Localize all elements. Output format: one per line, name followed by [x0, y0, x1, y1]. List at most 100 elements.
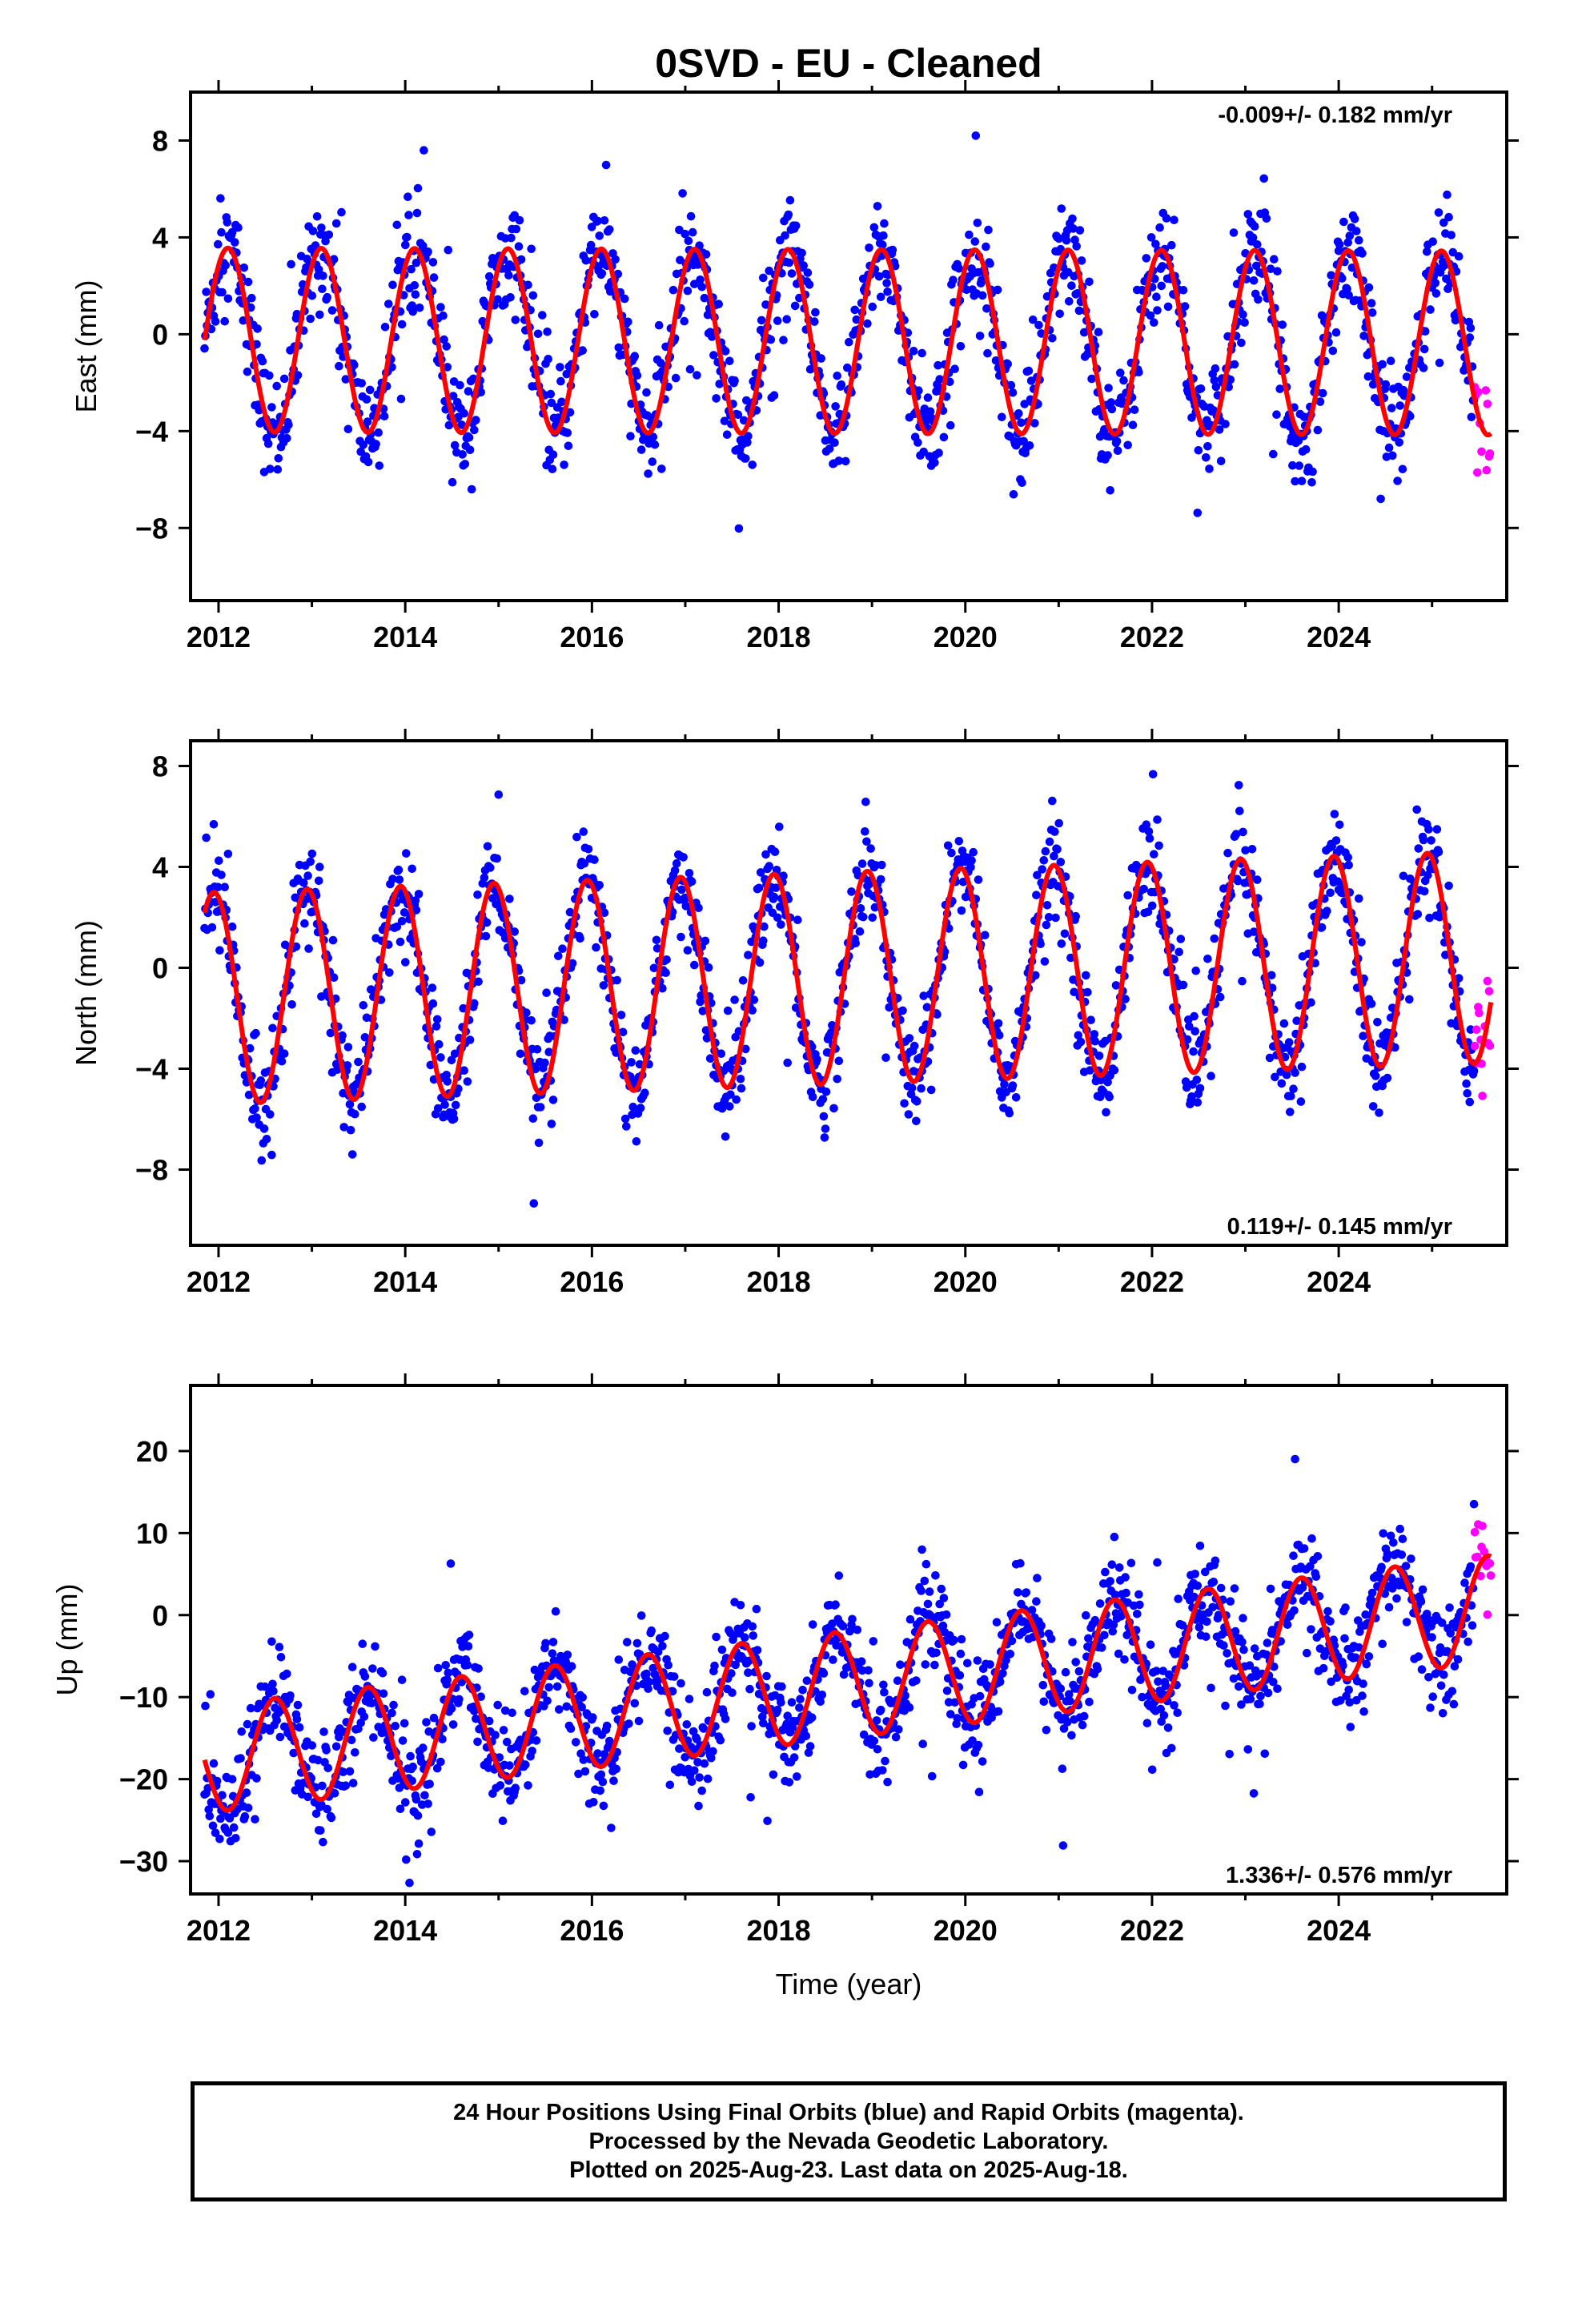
up-final-point [1362, 1659, 1371, 1669]
north-final-point [1454, 974, 1464, 983]
east-final-point [949, 275, 958, 285]
up-final-point [1395, 1524, 1404, 1534]
north-final-point [967, 856, 976, 865]
up-rapid-point [1480, 1547, 1488, 1556]
east-final-point [650, 440, 660, 449]
east-final-point [413, 183, 423, 193]
up-final-point [1436, 1681, 1446, 1691]
east-final-point [715, 380, 724, 388]
east-final-point [1406, 412, 1415, 420]
up-final-point [420, 1791, 429, 1800]
east-final-point [721, 347, 730, 356]
up-final-point [319, 1727, 328, 1736]
east-final-point [1167, 240, 1176, 250]
north-final-point [1040, 957, 1050, 966]
north-final-point [748, 1006, 757, 1015]
north-final-point [360, 1033, 370, 1042]
up-final-point [745, 1684, 754, 1694]
east-x-tick-label: 2018 [747, 621, 811, 653]
east-final-point [1272, 410, 1281, 419]
up-final-point [505, 1761, 514, 1770]
north-final-point [442, 1071, 451, 1080]
north-final-point [251, 1028, 260, 1038]
up-final-point [1378, 1639, 1387, 1649]
north-final-point [1045, 837, 1054, 846]
north-final-point [214, 883, 223, 891]
north-final-point [1291, 1068, 1299, 1077]
up-final-point [319, 1837, 327, 1847]
east-final-point [1113, 446, 1122, 455]
east-final-point [319, 271, 327, 280]
east-final-point [1248, 233, 1258, 243]
east-final-point [636, 445, 646, 454]
north-final-point [268, 1023, 277, 1033]
east-final-point [950, 364, 959, 374]
up-final-point [1190, 1592, 1199, 1602]
up-final-point [865, 1679, 873, 1688]
north-final-point [1238, 976, 1247, 986]
east-final-point [1048, 334, 1057, 343]
north-final-point [705, 1054, 715, 1063]
north-final-point [1271, 1072, 1279, 1082]
north-final-point [1267, 983, 1277, 992]
east-final-point [234, 223, 243, 232]
up-final-point [1156, 1704, 1165, 1714]
east-final-point [712, 394, 721, 403]
up-final-point [763, 1816, 772, 1826]
north-final-point [721, 1132, 730, 1141]
up-final-point [1397, 1550, 1407, 1559]
east-final-point [1079, 328, 1089, 337]
north-final-point [266, 1110, 275, 1119]
north-final-point [1419, 835, 1428, 845]
east-final-point [1343, 284, 1351, 294]
north-final-point [1233, 876, 1243, 886]
north-final-point [969, 847, 978, 857]
up-final-point [632, 1638, 642, 1648]
north-final-point [736, 1075, 745, 1084]
east-final-point [335, 361, 343, 371]
east-final-point [993, 285, 1002, 295]
east-final-point [412, 208, 422, 218]
north-x-tick-label: 2018 [747, 1265, 811, 1298]
east-final-point [1448, 247, 1458, 257]
east-final-point [1106, 486, 1114, 495]
north-final-point [542, 988, 551, 997]
north-final-point [1189, 1047, 1198, 1056]
up-final-point [717, 1645, 727, 1655]
up-final-point [817, 1691, 827, 1699]
north-final-point [835, 967, 845, 977]
east-final-point [493, 295, 502, 304]
up-final-point [552, 1682, 562, 1691]
east-final-point [797, 248, 806, 258]
east-final-point [363, 457, 373, 467]
east-final-point [1030, 419, 1039, 428]
north-final-point [741, 1044, 750, 1054]
east-final-point [388, 280, 397, 290]
up-final-point [905, 1614, 915, 1624]
east-plot-frame [189, 90, 1508, 602]
north-final-point [1277, 1079, 1287, 1088]
north-final-point [304, 944, 313, 953]
up-final-point [759, 1719, 768, 1727]
north-final-point [1038, 865, 1046, 874]
east-final-point [748, 460, 757, 469]
north-final-point [618, 1027, 628, 1037]
east-final-point [420, 146, 428, 155]
east-final-point [850, 305, 859, 315]
north-final-point [1191, 1027, 1199, 1035]
up-final-point [942, 1610, 951, 1619]
up-final-point [762, 1671, 771, 1681]
east-final-point [1307, 478, 1316, 487]
north-final-point [1154, 841, 1163, 850]
up-final-point [1260, 1749, 1270, 1759]
north-final-point [347, 1150, 357, 1159]
up-final-point [995, 1677, 1005, 1687]
north-final-point [1391, 1043, 1399, 1052]
north-final-point [1076, 1037, 1086, 1047]
up-final-point [1163, 1723, 1173, 1732]
east-final-point [693, 371, 701, 380]
up-final-point [402, 1855, 411, 1864]
north-final-point [900, 1099, 909, 1108]
east-final-point [396, 394, 406, 404]
east-final-point [419, 241, 428, 251]
